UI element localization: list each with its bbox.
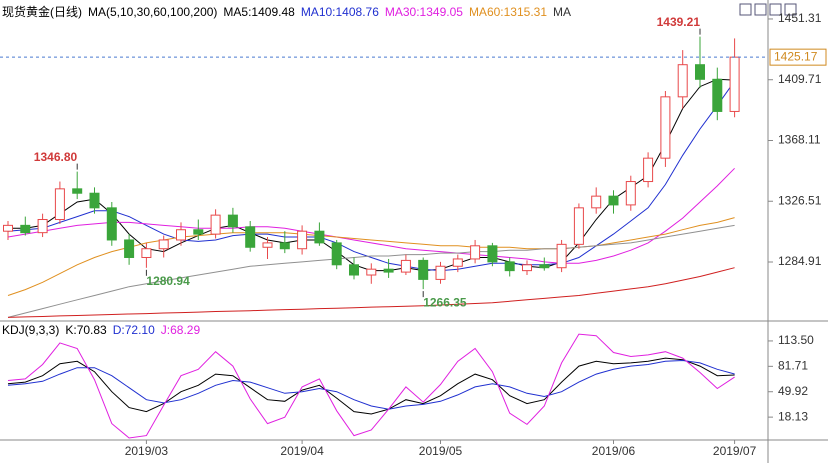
candle-body bbox=[72, 188, 83, 194]
legend-entry: MA60:1315.31 bbox=[468, 4, 547, 19]
y-tick-label: 49.92 bbox=[778, 384, 808, 398]
series-line bbox=[7, 267, 735, 318]
candle-body bbox=[3, 224, 13, 232]
candle-body bbox=[625, 181, 636, 206]
series-line bbox=[7, 224, 735, 318]
legend-entry: K:70.83 bbox=[65, 323, 107, 337]
y-tick-label: 18.13 bbox=[778, 409, 808, 423]
candle-body bbox=[245, 226, 256, 248]
y-tick-label: 113.50 bbox=[778, 333, 814, 347]
annotation: 1346.80 bbox=[34, 150, 78, 164]
candle-body bbox=[504, 261, 515, 272]
series-line bbox=[8, 78, 735, 272]
last-price-box bbox=[769, 48, 827, 66]
candle-body bbox=[643, 157, 654, 183]
annotation: 1266.35 bbox=[423, 295, 467, 309]
series-line bbox=[7, 359, 735, 410]
candle-body bbox=[470, 245, 481, 260]
series-line bbox=[7, 167, 735, 264]
candle-body bbox=[573, 207, 584, 245]
candle-body bbox=[418, 259, 429, 280]
candle-body bbox=[539, 264, 550, 269]
legend-entry: MA bbox=[553, 4, 571, 19]
x-tick-label: 2019/04 bbox=[280, 444, 324, 458]
y-tick-label: 1409.71 bbox=[778, 72, 822, 86]
candle-body bbox=[54, 188, 65, 221]
candle-body bbox=[366, 268, 377, 276]
tool-icon[interactable] bbox=[739, 3, 752, 16]
candle-body bbox=[210, 214, 221, 235]
x-tick-label: 2019/05 bbox=[419, 444, 463, 458]
y-tick-label: 1368.11 bbox=[778, 133, 821, 147]
candle-body bbox=[20, 224, 31, 234]
y-tick-label: 81.71 bbox=[778, 359, 808, 373]
candle-body bbox=[331, 242, 342, 266]
annotation: 1439.21 bbox=[657, 15, 701, 29]
tool-icon[interactable] bbox=[769, 3, 782, 16]
candle-body bbox=[522, 264, 532, 272]
candle-body bbox=[660, 96, 671, 159]
candle-body bbox=[262, 242, 273, 248]
legend-entry: MA30:1349.05 bbox=[384, 4, 463, 19]
tool-icon[interactable] bbox=[784, 3, 797, 16]
candle-body bbox=[89, 192, 100, 209]
candle-body bbox=[37, 219, 48, 234]
candle-body bbox=[591, 195, 602, 209]
x-tick-label: 2019/07 bbox=[713, 444, 757, 458]
candle-body bbox=[141, 248, 152, 258]
candle-body bbox=[297, 230, 308, 250]
kdj-legend: KDJ(9,3,3) K:70.83 D:72.10 J:68.29 bbox=[2, 323, 200, 337]
series-line bbox=[7, 217, 735, 296]
indicator-label: KDJ(9,3,3) bbox=[2, 323, 60, 337]
candle-body bbox=[124, 239, 135, 258]
legend-entry: J:68.29 bbox=[160, 323, 201, 337]
candle-body bbox=[400, 259, 411, 273]
legend-entry: D:72.10 bbox=[112, 323, 155, 337]
series-line bbox=[7, 357, 735, 415]
candle-body bbox=[608, 195, 619, 206]
toolbar bbox=[739, 3, 797, 16]
candle-body bbox=[227, 214, 238, 228]
candle-body bbox=[349, 264, 359, 276]
y-tick-label: 1451.31 bbox=[778, 11, 822, 25]
x-tick-label: 2019/03 bbox=[125, 444, 169, 458]
last-price-label: 1425.17 bbox=[774, 49, 818, 63]
chart-title: 现货黄金(日线) bbox=[2, 5, 82, 19]
legend-entry: MA5:1409.48 bbox=[223, 4, 295, 19]
y-tick-label: 1326.51 bbox=[778, 193, 822, 207]
series-line bbox=[7, 80, 736, 272]
candle-body bbox=[695, 64, 705, 80]
series-line bbox=[7, 333, 735, 439]
candle-body bbox=[314, 230, 325, 244]
annotation: 1280.94 bbox=[146, 274, 190, 288]
candle-body bbox=[383, 268, 394, 273]
tool-icon[interactable] bbox=[754, 3, 767, 16]
candle-body bbox=[487, 245, 498, 263]
candle-body bbox=[106, 207, 117, 241]
legend-entry: MA10:1408.76 bbox=[300, 4, 379, 19]
candle-body bbox=[279, 242, 290, 250]
indicator-label: MA(5,10,30,60,100,200) bbox=[88, 4, 218, 19]
candle-body bbox=[158, 239, 169, 250]
x-tick-label: 2019/06 bbox=[592, 444, 636, 458]
candle-body bbox=[193, 229, 204, 235]
candle-body bbox=[435, 265, 446, 280]
candle-body bbox=[729, 56, 740, 112]
candle-body bbox=[452, 258, 463, 267]
main-legend: 现货黄金(日线) MA(5,10,30,60,100,200) MA5:1409… bbox=[2, 3, 571, 20]
y-tick-label: 1284.91 bbox=[778, 254, 822, 268]
candle-body bbox=[556, 243, 567, 269]
candle-body bbox=[712, 78, 723, 112]
candle-body bbox=[176, 229, 186, 241]
candle-body bbox=[677, 64, 688, 98]
